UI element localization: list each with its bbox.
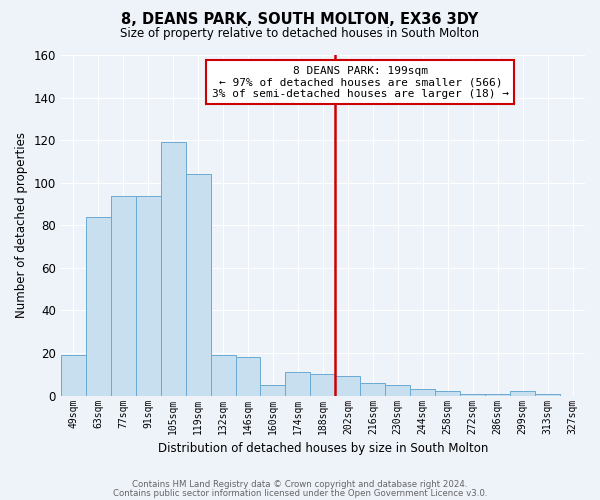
Bar [136,196,161,396]
Bar [410,390,435,396]
Bar [460,394,485,396]
Bar [236,358,260,396]
Text: Contains public sector information licensed under the Open Government Licence v3: Contains public sector information licen… [113,488,487,498]
Bar [361,383,385,396]
Bar [510,392,535,396]
Text: Size of property relative to detached houses in South Molton: Size of property relative to detached ho… [121,28,479,40]
Bar [435,392,460,396]
Text: 8 DEANS PARK: 199sqm
← 97% of detached houses are smaller (566)
3% of semi-detac: 8 DEANS PARK: 199sqm ← 97% of detached h… [212,66,509,99]
Text: 8, DEANS PARK, SOUTH MOLTON, EX36 3DY: 8, DEANS PARK, SOUTH MOLTON, EX36 3DY [121,12,479,28]
Bar [310,374,335,396]
Y-axis label: Number of detached properties: Number of detached properties [15,132,28,318]
Bar [485,394,510,396]
Bar [286,372,310,396]
Bar [335,376,361,396]
Text: Contains HM Land Registry data © Crown copyright and database right 2024.: Contains HM Land Registry data © Crown c… [132,480,468,489]
Bar [185,174,211,396]
Bar [111,196,136,396]
Bar [260,385,286,396]
Bar [86,217,111,396]
Bar [535,394,560,396]
Bar [61,355,86,396]
Bar [161,142,185,396]
Bar [385,385,410,396]
X-axis label: Distribution of detached houses by size in South Molton: Distribution of detached houses by size … [158,442,488,455]
Bar [211,355,236,396]
